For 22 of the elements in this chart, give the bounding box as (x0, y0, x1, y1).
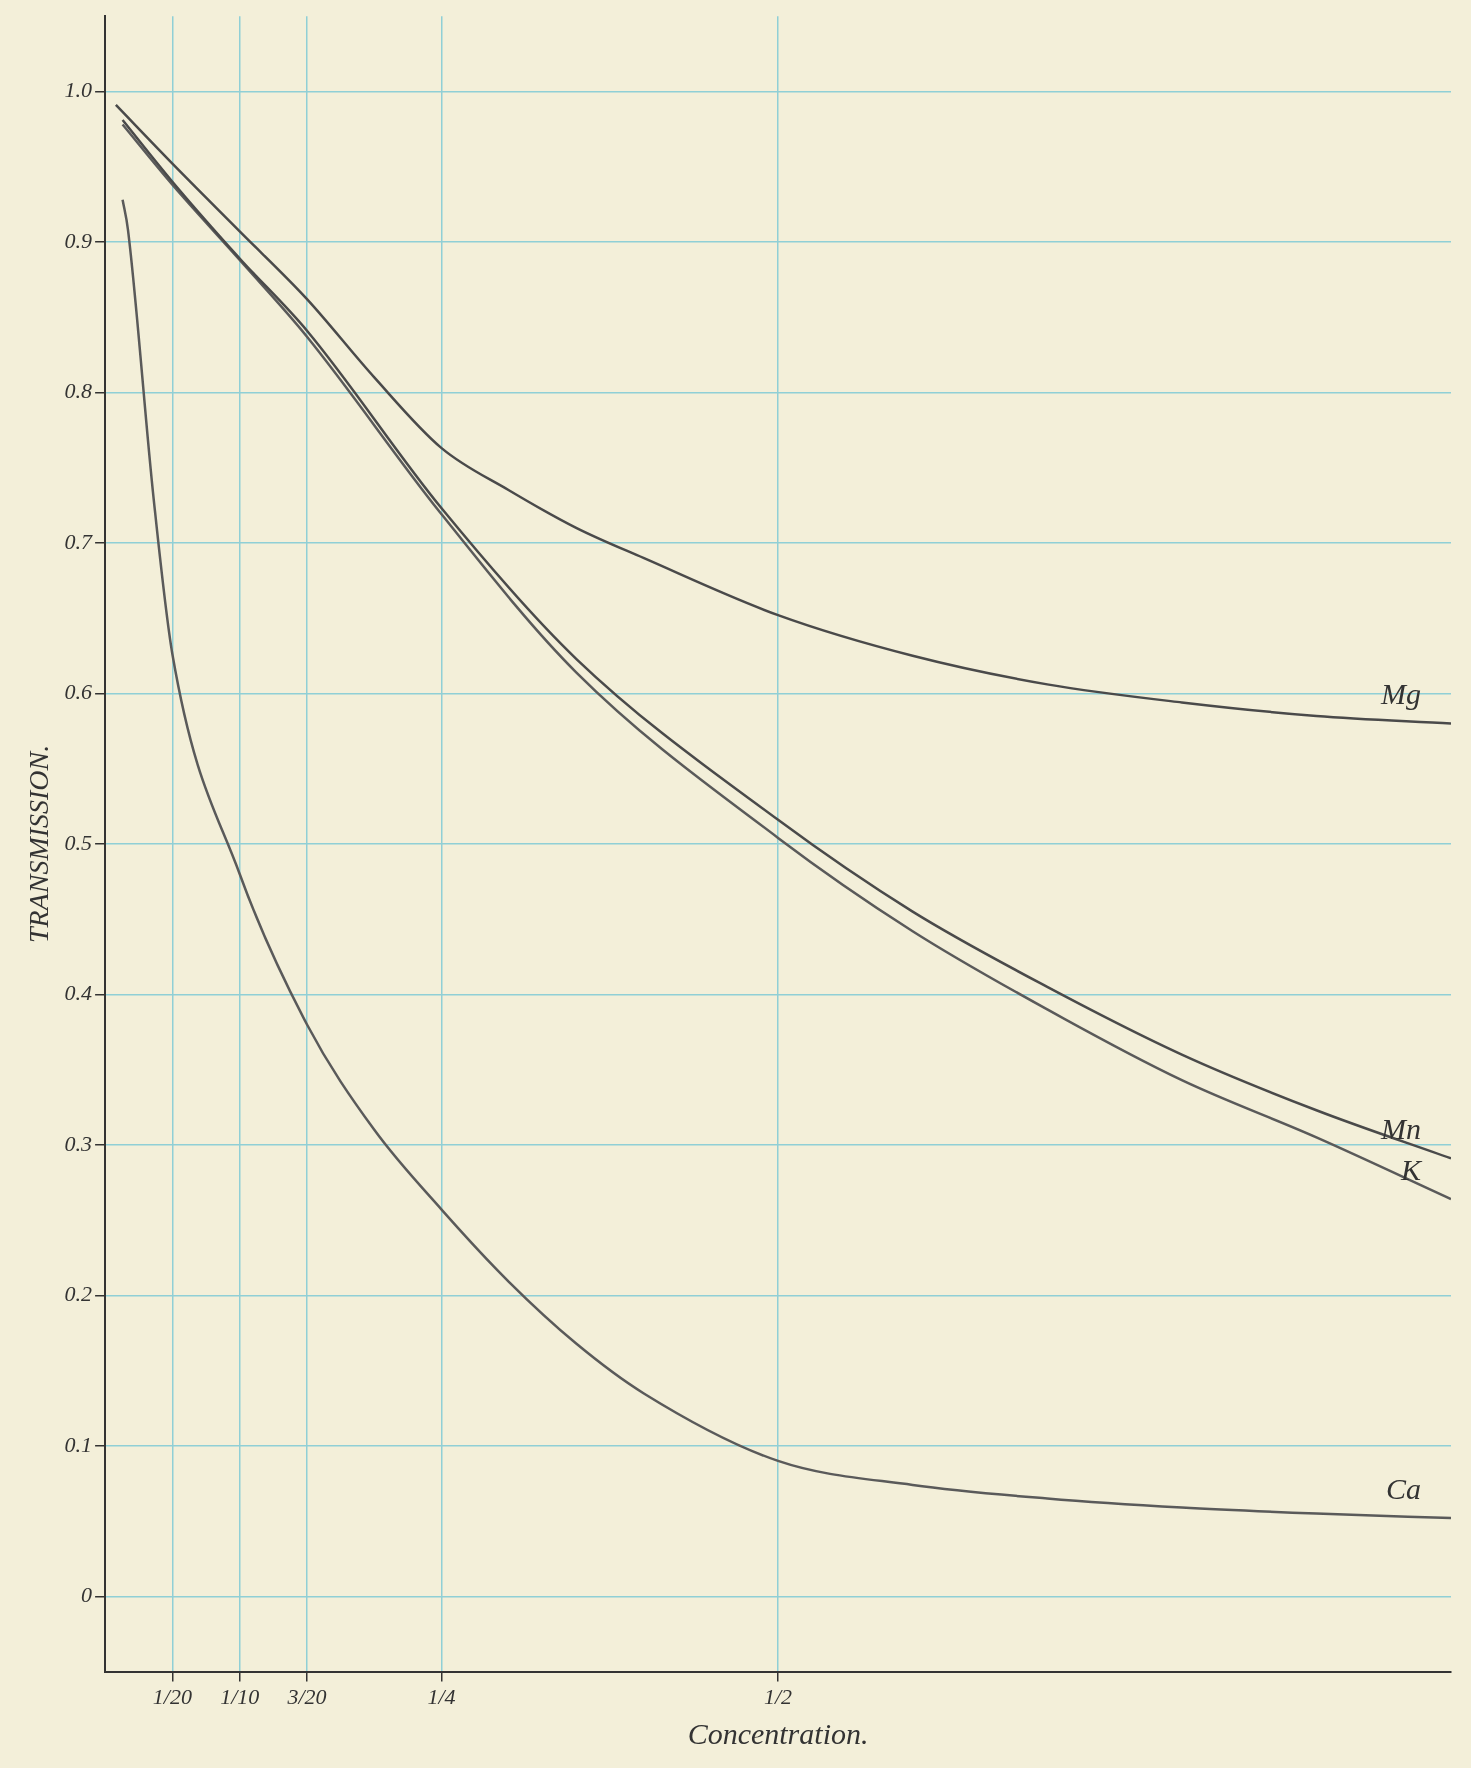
y-tick-label: 0.5 (64, 829, 93, 855)
series-label: Mg (1380, 677, 1421, 711)
x-tick-label: 1/20 (152, 1683, 192, 1709)
x-tick-label: 1/4 (427, 1683, 456, 1709)
y-tick-label: 0.8 (64, 378, 93, 404)
x-tick-label: 3/20 (286, 1683, 327, 1709)
series-label: K (1399, 1152, 1423, 1186)
y-tick-label: 0.9 (64, 227, 93, 253)
x-tick-label: 1/2 (763, 1683, 793, 1709)
y-tick-label: 0.2 (64, 1281, 93, 1307)
y-tick-label: 0 (81, 1582, 93, 1608)
y-tick-label: 0.4 (64, 980, 93, 1006)
x-axis-title: Concentration. (687, 1716, 869, 1750)
y-tick-label: 0.7 (64, 528, 94, 554)
y-axis-title: TRANSMISSION. (23, 744, 55, 944)
y-tick-label: 0.3 (64, 1130, 93, 1156)
y-tick-label: 0.1 (64, 1431, 93, 1457)
series-label: Mn (1380, 1112, 1421, 1146)
x-tick-label: 1/10 (220, 1683, 260, 1709)
y-tick-label: 0.6 (64, 679, 93, 705)
y-tick-label: 1.0 (64, 77, 93, 103)
series-label: Ca (1385, 1471, 1421, 1505)
